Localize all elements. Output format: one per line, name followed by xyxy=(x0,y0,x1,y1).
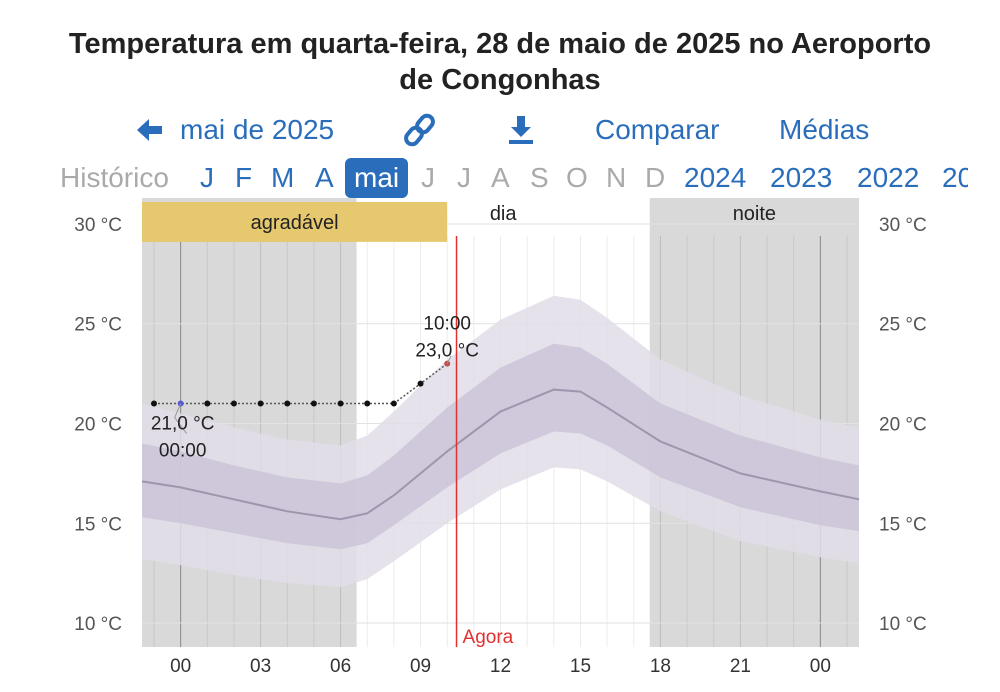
page-title-line-1: Temperatura em quarta-feira, 28 de maio … xyxy=(68,28,932,60)
comfort-band xyxy=(142,201,448,242)
x-tick-2: 06 xyxy=(330,656,351,677)
observed-point-6 xyxy=(310,400,317,407)
observed-point-0 xyxy=(150,400,157,407)
annotation-leader-0 xyxy=(174,403,188,434)
y-tick-left-3: 25 °C xyxy=(74,315,122,336)
annotation-value-1: 23,0 °C xyxy=(415,341,479,362)
y-tick-right-4: 30 °C xyxy=(879,215,927,236)
annotation-value-0: 21,0 °C xyxy=(151,414,215,435)
annotation-time-0: 00:00 xyxy=(159,441,207,462)
month-dec: D xyxy=(645,162,666,193)
month-oct: O xyxy=(566,162,588,193)
y-tick-right-0: 10 °C xyxy=(879,614,927,635)
observed-point-3 xyxy=(230,400,237,407)
back-arrow-icon[interactable] xyxy=(133,112,165,157)
y-tick-left-0: 10 °C xyxy=(74,614,122,635)
month-may-selected[interactable]: mai xyxy=(345,158,409,198)
observed-point-4 xyxy=(257,400,264,407)
previous-month-link[interactable]: mai de 2025 xyxy=(180,114,335,145)
annotation-leader-1 xyxy=(446,355,452,364)
month-selector: Histórico J F M A mai J J A S O N D 2024… xyxy=(0,158,968,198)
download-icon[interactable] xyxy=(505,112,537,157)
period-label-1: dia xyxy=(490,203,518,225)
observed-point-7 xyxy=(337,400,344,407)
year-2021-partial[interactable]: 20 xyxy=(942,162,968,193)
x-tick-1: 03 xyxy=(250,656,271,677)
observed-point-10 xyxy=(417,380,424,387)
history-label: Histórico xyxy=(60,162,169,193)
now-label: Agora xyxy=(463,627,514,648)
observed-point-5 xyxy=(284,400,291,407)
observed-point-2 xyxy=(204,400,211,407)
x-tick-6: 18 xyxy=(650,656,671,677)
y-tick-right-3: 25 °C xyxy=(879,315,927,336)
period-label-2: noite xyxy=(733,203,776,225)
x-tick-7: 21 xyxy=(730,656,751,677)
month-feb[interactable]: F xyxy=(235,162,253,193)
period-nav: mai de 2025 Comparar Médias xyxy=(0,112,1000,148)
page-title: Temperatura em quarta-feira, 28 de maio … xyxy=(0,26,1000,98)
y-tick-right-2: 20 °C xyxy=(879,414,927,435)
annotation-time-1: 10:00 xyxy=(423,314,471,335)
x-tick-4: 12 xyxy=(490,656,511,677)
compare-link[interactable]: Comparar xyxy=(595,114,720,145)
page-title-line-2: de Congonhas xyxy=(399,64,601,96)
month-apr[interactable]: A xyxy=(315,162,334,193)
month-jun: J xyxy=(421,162,435,193)
x-tick-3: 09 xyxy=(410,656,431,677)
observed-line xyxy=(153,363,448,405)
observed-point-8 xyxy=(364,400,371,407)
month-nov: N xyxy=(606,162,627,193)
year-2022[interactable]: 2022 xyxy=(857,162,920,193)
month-jan[interactable]: J xyxy=(200,162,214,193)
x-tick-8: 00 xyxy=(810,656,831,677)
y-tick-left-2: 20 °C xyxy=(74,414,122,435)
y-tick-left-4: 30 °C xyxy=(74,215,122,236)
averages-link[interactable]: Médias xyxy=(779,114,870,145)
year-2024[interactable]: 2024 xyxy=(684,162,747,193)
band-p25-p75 xyxy=(142,343,859,550)
month-mar[interactable]: M xyxy=(271,162,295,193)
comfort-band-label: agradável xyxy=(251,212,339,234)
temperature-chart: noitedianoiteagradávelAgora21,0 °C00:001… xyxy=(74,198,927,677)
observed-point-9 xyxy=(390,400,397,407)
x-tick-0: 00 xyxy=(170,656,191,677)
month-sep: S xyxy=(530,162,549,193)
month-jul: J xyxy=(457,162,471,193)
mean-line xyxy=(141,388,860,521)
link-icon[interactable] xyxy=(403,112,437,157)
year-2023[interactable]: 2023 xyxy=(770,162,833,193)
y-tick-right-1: 15 °C xyxy=(879,514,927,535)
y-tick-left-1: 15 °C xyxy=(74,514,122,535)
month-aug: A xyxy=(491,162,510,193)
x-tick-5: 15 xyxy=(570,656,591,677)
